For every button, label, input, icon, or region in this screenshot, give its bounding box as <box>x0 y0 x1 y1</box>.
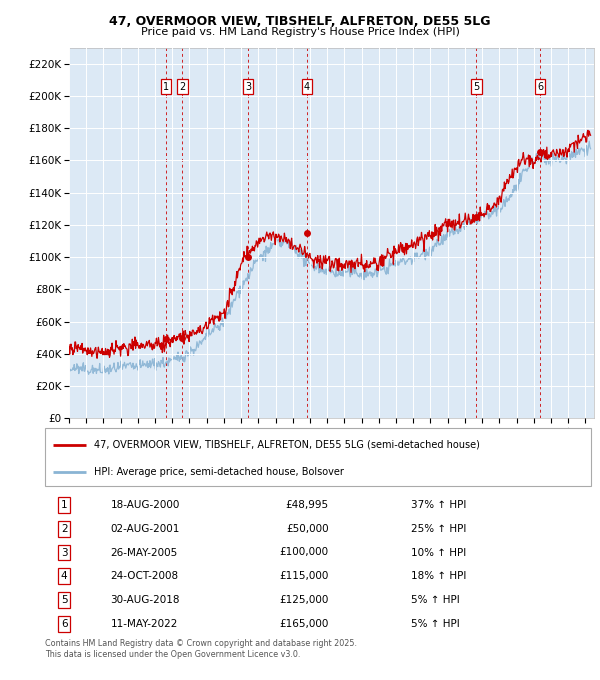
Text: 02-AUG-2001: 02-AUG-2001 <box>110 524 180 534</box>
Text: £165,000: £165,000 <box>280 619 329 629</box>
Text: 11-MAY-2022: 11-MAY-2022 <box>110 619 178 629</box>
Text: £48,995: £48,995 <box>286 500 329 510</box>
Text: HPI: Average price, semi-detached house, Bolsover: HPI: Average price, semi-detached house,… <box>94 466 344 477</box>
Text: 37% ↑ HPI: 37% ↑ HPI <box>411 500 466 510</box>
Text: 1: 1 <box>61 500 67 510</box>
Text: 2: 2 <box>61 524 67 534</box>
Text: 6: 6 <box>61 619 67 629</box>
Text: 10% ↑ HPI: 10% ↑ HPI <box>411 547 466 558</box>
Text: 47, OVERMOOR VIEW, TIBSHELF, ALFRETON, DE55 5LG: 47, OVERMOOR VIEW, TIBSHELF, ALFRETON, D… <box>109 15 491 28</box>
Text: 3: 3 <box>61 547 67 558</box>
Text: Contains HM Land Registry data © Crown copyright and database right 2025.
This d: Contains HM Land Registry data © Crown c… <box>45 639 357 659</box>
FancyBboxPatch shape <box>45 428 591 486</box>
Text: 6: 6 <box>537 82 543 92</box>
Text: 47, OVERMOOR VIEW, TIBSHELF, ALFRETON, DE55 5LG (semi-detached house): 47, OVERMOOR VIEW, TIBSHELF, ALFRETON, D… <box>94 439 480 449</box>
Text: 30-AUG-2018: 30-AUG-2018 <box>110 595 180 605</box>
Text: 5: 5 <box>61 595 67 605</box>
Text: 1: 1 <box>163 82 169 92</box>
Text: 5% ↑ HPI: 5% ↑ HPI <box>411 595 460 605</box>
Text: Price paid vs. HM Land Registry's House Price Index (HPI): Price paid vs. HM Land Registry's House … <box>140 27 460 37</box>
Text: 2: 2 <box>179 82 185 92</box>
Text: 18% ↑ HPI: 18% ↑ HPI <box>411 571 466 581</box>
Text: 5% ↑ HPI: 5% ↑ HPI <box>411 619 460 629</box>
Text: 18-AUG-2000: 18-AUG-2000 <box>110 500 180 510</box>
Text: 24-OCT-2008: 24-OCT-2008 <box>110 571 179 581</box>
Text: 4: 4 <box>61 571 67 581</box>
Text: 5: 5 <box>473 82 479 92</box>
Text: £50,000: £50,000 <box>286 524 329 534</box>
Text: 3: 3 <box>245 82 251 92</box>
Text: £100,000: £100,000 <box>280 547 329 558</box>
Text: 26-MAY-2005: 26-MAY-2005 <box>110 547 178 558</box>
Text: 4: 4 <box>304 82 310 92</box>
Text: £125,000: £125,000 <box>280 595 329 605</box>
Text: £115,000: £115,000 <box>280 571 329 581</box>
Text: 25% ↑ HPI: 25% ↑ HPI <box>411 524 466 534</box>
